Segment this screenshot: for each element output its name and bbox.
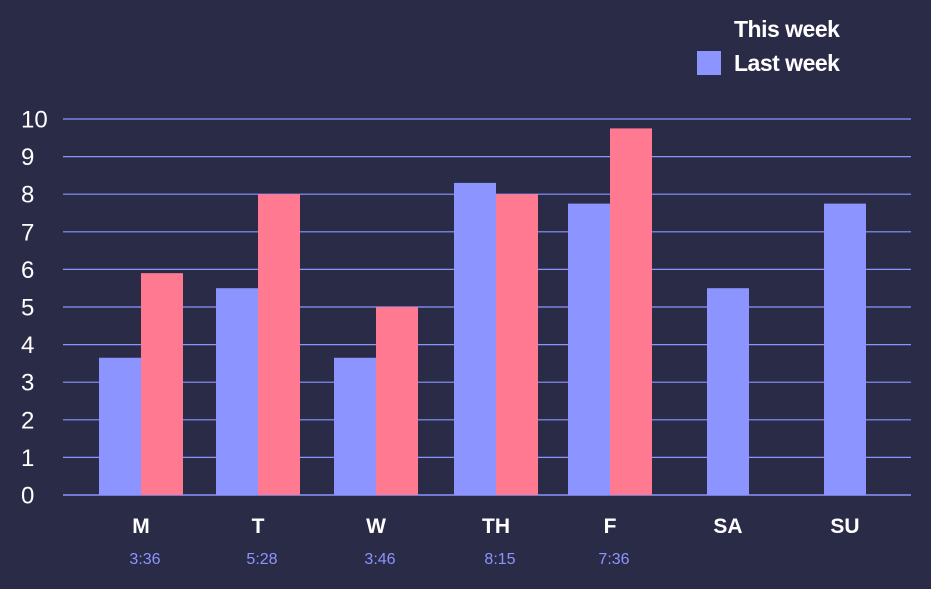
y-tick-label-8: 8 [21,182,34,209]
bar-last-week-th [454,182,496,496]
y-tick-label-5: 5 [21,295,34,322]
y-tick-label-4: 4 [21,332,34,359]
x-tick-label-w: W [366,515,386,538]
x-tick-label-th: TH [482,515,510,538]
x-sublabel-th: 8:15 [484,551,515,568]
y-tick-label-3: 3 [21,370,34,397]
x-sublabel-t: 5:28 [246,551,277,568]
legend-item-last-week: Last week [697,46,840,80]
bar-this-week-w [376,307,418,495]
y-tick-label-6: 6 [21,257,34,284]
bar-last-week-sa [707,288,749,495]
x-tick-label-f: F [604,515,617,538]
legend-swatch-last-week [697,51,721,75]
legend-label-last-week: Last week [734,49,840,76]
bar-this-week-m [141,273,183,495]
legend-item-this-week: This week [697,12,840,46]
x-tick-label-su: SU [830,515,859,538]
y-tick-label-10: 10 [21,107,48,134]
y-tick-label-2: 2 [21,407,34,434]
y-tick-label-1: 1 [21,445,34,472]
bar-last-week-t [216,288,258,495]
x-tick-label-sa: SA [713,515,742,538]
x-sublabel-w: 3:46 [364,551,395,568]
bar-last-week-f [568,203,610,495]
y-tick-label-7: 7 [21,219,34,246]
bar-last-week-m [99,357,141,495]
bar-last-week-w [334,357,376,495]
x-sublabel-m: 3:36 [129,551,160,568]
bar-this-week-t [258,194,300,495]
x-tick-label-m: M [132,515,150,538]
bar-last-week-su [824,203,866,495]
legend-label-this-week: This week [734,15,840,42]
x-tick-label-t: T [252,515,265,538]
chart-legend: This week Last week [697,12,840,80]
x-sublabel-f: 7:36 [598,551,629,568]
y-tick-label-9: 9 [21,144,34,171]
y-tick-label-0: 0 [21,483,34,510]
bar-this-week-f [610,128,652,495]
bar-this-week-th [496,194,538,495]
